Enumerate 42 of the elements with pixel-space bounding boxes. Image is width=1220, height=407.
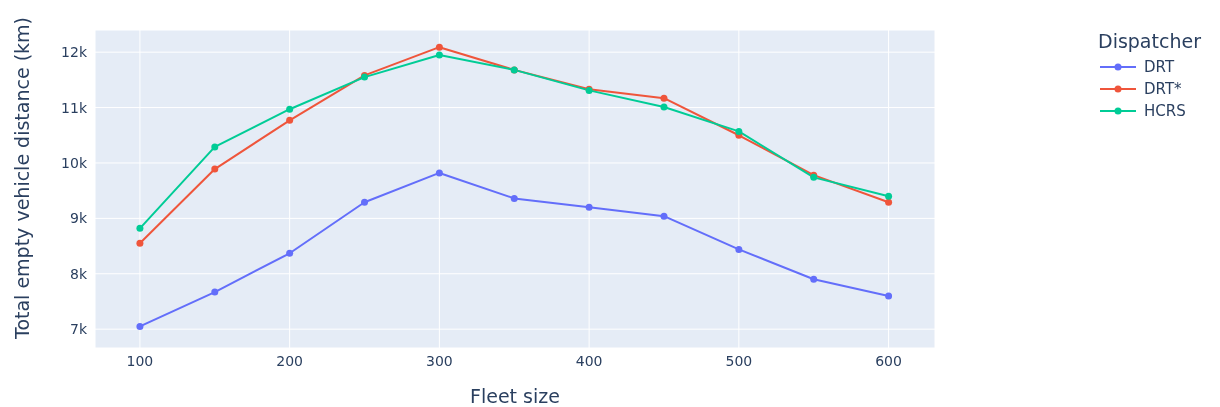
x-tick-label: 300 — [426, 352, 453, 369]
x-tick-label: 400 — [575, 352, 603, 369]
point — [211, 143, 219, 151]
legend-title: Dispatcher — [1098, 30, 1202, 52]
legend-label: DRT — [1143, 57, 1176, 78]
point — [660, 94, 668, 102]
point — [435, 51, 443, 59]
point — [361, 198, 369, 206]
x-tick-label: 100 — [126, 352, 154, 369]
point — [211, 165, 219, 173]
y-tick-label: 10k — [61, 154, 88, 171]
point — [810, 275, 818, 283]
point — [660, 212, 668, 220]
point — [286, 249, 294, 257]
point — [885, 198, 893, 206]
legend-label: HCRS — [1143, 101, 1187, 122]
point — [885, 292, 893, 300]
point — [510, 194, 518, 202]
y-tick-label: 11k — [61, 99, 88, 116]
y-tick-label: 8k — [69, 265, 88, 282]
point — [435, 169, 443, 177]
x-tick-label: 500 — [725, 352, 753, 369]
y-tick-label: 12k — [61, 44, 88, 61]
point — [735, 127, 743, 135]
y-tick-label: 9k — [69, 210, 88, 227]
point — [136, 239, 144, 247]
y-tick-label: 7k — [69, 321, 88, 338]
point — [136, 322, 144, 330]
point — [136, 224, 144, 232]
point — [211, 288, 219, 296]
x-axis-title: Fleet size — [470, 385, 560, 407]
point — [735, 245, 743, 253]
point — [435, 43, 443, 51]
y-axis-title: Total empty vehicle distance (km) — [10, 17, 33, 340]
point — [585, 203, 593, 211]
point — [286, 105, 294, 113]
legend-label: DRT* — [1143, 79, 1183, 100]
point — [660, 103, 668, 111]
point — [286, 116, 294, 124]
point — [885, 192, 893, 200]
x-tick-label: 200 — [276, 352, 304, 369]
x-tick-label: 600 — [875, 352, 902, 369]
